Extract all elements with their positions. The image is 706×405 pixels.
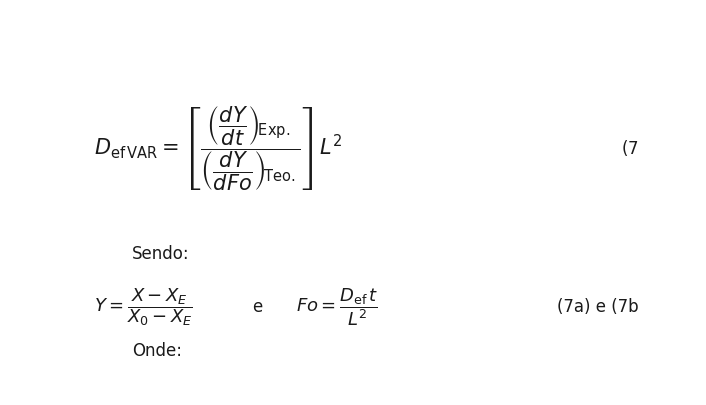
Text: $D_{\mathrm{ef\,VAR}} = \left[\dfrac{\left(\dfrac{dY}{dt}\right)_{\!\mathrm{Exp.: $D_{\mathrm{ef\,VAR}} = \left[\dfrac{\le… bbox=[94, 104, 342, 193]
Text: Onde:: Onde: bbox=[132, 342, 182, 360]
Text: Sendo:: Sendo: bbox=[132, 245, 190, 263]
Text: $(7$: $(7$ bbox=[621, 139, 638, 158]
Text: e: e bbox=[253, 298, 263, 316]
Text: (7a) e (7b: (7a) e (7b bbox=[556, 298, 638, 316]
Text: $Y = \dfrac{X - X_{E}}{X_{0} - X_{E}}$: $Y = \dfrac{X - X_{E}}{X_{0} - X_{E}}$ bbox=[94, 287, 193, 328]
Text: $Fo = \dfrac{D_{\mathrm{ef}}\,t}{L^{2}}$: $Fo = \dfrac{D_{\mathrm{ef}}\,t}{L^{2}}$ bbox=[297, 287, 378, 328]
